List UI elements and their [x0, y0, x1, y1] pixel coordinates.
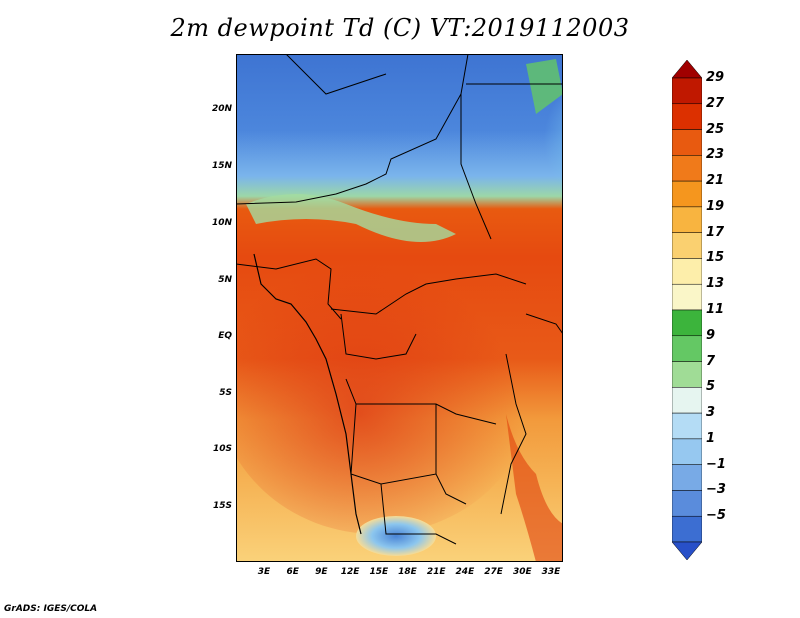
- dewpoint-map: [236, 54, 563, 562]
- lat-tick-label: 10N: [211, 218, 232, 228]
- lat-tick-label: 15N: [211, 161, 232, 171]
- colorbar-cell: [672, 541, 702, 560]
- colorbar-label: 25: [706, 121, 725, 137]
- lat-tick-label: 20N: [211, 104, 232, 114]
- plot-title: 2m dewpoint Td (C) VT:2019112003: [170, 14, 630, 42]
- colorbar-cell: [672, 515, 702, 543]
- colorbar-cell: [672, 309, 702, 337]
- colorbar-cell: [672, 490, 702, 517]
- lon-tick-label: 12E: [340, 567, 360, 577]
- lat-tick-label: 5S: [219, 388, 232, 398]
- colorbar-cell: [672, 412, 702, 440]
- colorbar-label: 3: [706, 405, 716, 421]
- colorbar-label: 17: [706, 224, 725, 240]
- colorbar-label: 27: [706, 95, 725, 111]
- colorbar-cell: [672, 206, 702, 233]
- colorbar-label: −3: [706, 482, 726, 498]
- colorbar-cell: [672, 129, 702, 156]
- colorbar-label: 1: [706, 430, 716, 446]
- colorbar-cell: [672, 438, 702, 465]
- footer-credit: GrADS: IGES/COLA: [4, 604, 98, 614]
- colorbar-cell: [672, 258, 702, 285]
- colorbar-label: 19: [706, 198, 725, 214]
- lon-tick-label: 9E: [315, 567, 328, 577]
- colorbar: [672, 60, 702, 560]
- colorbar-label: 23: [706, 147, 725, 163]
- lon-tick-label: 33E: [541, 567, 561, 577]
- colorbar-label: 21: [706, 173, 725, 189]
- lat-tick-label: 15S: [212, 501, 232, 511]
- lon-tick-label: 27E: [484, 567, 503, 577]
- colorbar-label: 29: [706, 70, 725, 85]
- colorbar-label: 15: [706, 250, 725, 266]
- colorbar-label: 11: [706, 302, 725, 317]
- lat-tick-label: 10S: [212, 444, 232, 454]
- colorbar-cell: [672, 464, 702, 491]
- colorbar-label: 9: [706, 327, 716, 343]
- colorbar-label: 5: [706, 379, 716, 395]
- lat-tick-label: EQ: [218, 331, 232, 341]
- colorbar-label: 13: [706, 276, 725, 292]
- colorbar-cell: [672, 283, 702, 311]
- lon-tick-label: 3E: [257, 567, 271, 577]
- colorbar-cell: [672, 361, 702, 388]
- colorbar-label: 7: [706, 353, 716, 369]
- lon-tick-label: 6E: [286, 567, 299, 577]
- colorbar-label: −5: [706, 508, 726, 524]
- colorbar-cell: [672, 232, 702, 259]
- colorbar-cell: [672, 77, 702, 105]
- lon-tick-label: 24E: [455, 567, 475, 577]
- colorbar-cell: [672, 387, 702, 414]
- lon-tick-label: 15E: [369, 567, 389, 577]
- lon-tick-label: 18E: [398, 567, 417, 577]
- colorbar-label: −1: [706, 456, 726, 472]
- colorbar-cell: [672, 155, 702, 182]
- colorbar-cell: [672, 335, 702, 362]
- colorbar-cell: [672, 103, 702, 130]
- colorbar-cell: [672, 180, 702, 208]
- lon-tick-label: 21E: [426, 567, 446, 577]
- colorbar-cell: [672, 60, 702, 79]
- lat-tick-label: 5N: [218, 275, 232, 285]
- lon-tick-label: 30E: [512, 567, 532, 577]
